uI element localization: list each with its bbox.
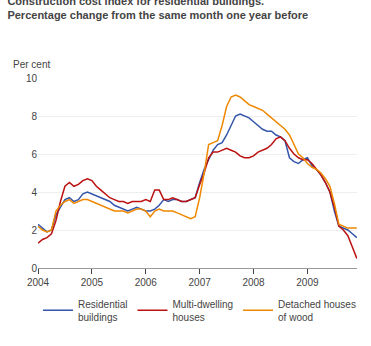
svg-text:Residentialbuildings: Residentialbuildings	[78, 299, 127, 323]
svg-text:2: 2	[31, 225, 37, 236]
svg-text:Multi-dwellinghouses: Multi-dwellinghouses	[172, 299, 233, 323]
svg-text:0: 0	[31, 263, 37, 274]
svg-text:6: 6	[31, 149, 37, 160]
svg-text:8: 8	[31, 111, 37, 122]
svg-text:2008: 2008	[242, 277, 265, 288]
svg-text:2009: 2009	[296, 277, 319, 288]
svg-text:Detached housesof wood: Detached housesof wood	[278, 299, 356, 323]
svg-text:2005: 2005	[81, 277, 104, 288]
svg-text:Per cent: Per cent	[13, 59, 50, 70]
svg-text:2007: 2007	[189, 277, 212, 288]
svg-text:2006: 2006	[135, 277, 158, 288]
svg-text:Construction cost index for re: Construction cost index for residential …	[7, 0, 308, 21]
svg-text:4: 4	[31, 187, 37, 198]
svg-text:10: 10	[26, 73, 38, 84]
svg-text:2004: 2004	[27, 277, 50, 288]
